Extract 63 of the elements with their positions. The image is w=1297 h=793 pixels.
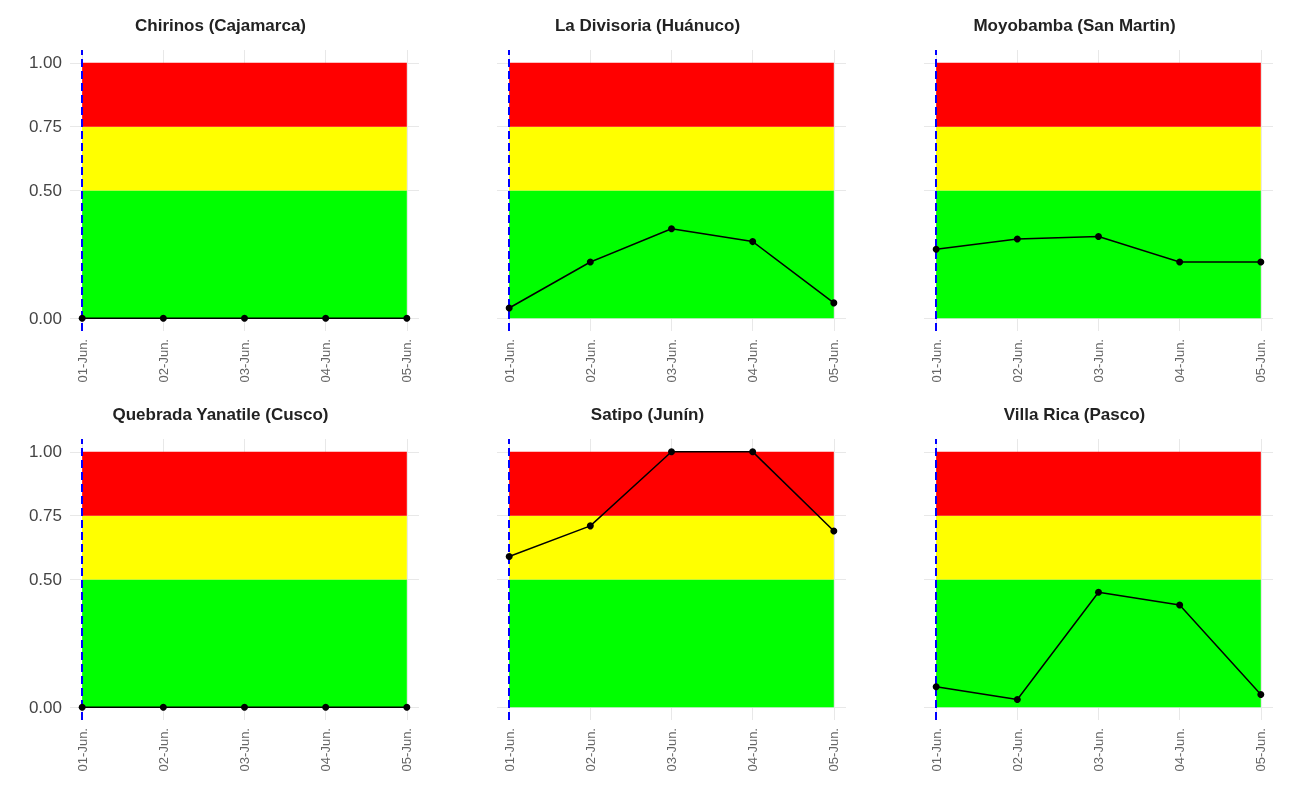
point [830,299,838,307]
x-tick-label: 04-Jun. [318,728,334,772]
point [749,238,757,246]
point [749,448,757,456]
x-tick-label: 01-Jun. [501,728,517,772]
point [1257,690,1265,698]
x-tick-label: 04-Jun. [318,339,334,383]
y-tick-label: 0.50 [28,570,62,589]
x-tick-label: 01-Jun. [501,339,517,383]
point [1095,588,1102,596]
x-tick-label: 01-Jun. [74,728,90,772]
point [932,245,940,253]
x-tick-label: 01-Jun. [74,339,90,383]
x-tick-label: 05-Jun. [826,728,842,772]
point [1257,258,1265,266]
point [1176,601,1184,609]
y-tick-label: 0.75 [28,117,62,137]
x-tick-label: 02-Jun. [582,728,598,772]
point [932,683,940,691]
x-tick-label: 02-Jun. [582,339,598,383]
y-tick-label: 0.50 [28,181,62,200]
chart-title: Satipo (Junín) [590,405,705,424]
x-tick-label: 01-Jun. [928,339,944,383]
x-tick-label: 02-Jun. [1009,728,1025,772]
x-tick-label: 01-Jun. [928,728,944,772]
chart-title: La Divisoria (Huánuco) [554,16,741,35]
point [830,527,838,535]
point [668,448,675,456]
x-tick-label: 02-Jun. [155,728,171,772]
x-tick-label: 03-Jun. [1091,728,1106,772]
x-tick-label: 05-Jun. [399,728,415,772]
chart-title: Moyobamba (San Martin) [973,16,1176,35]
x-tick-label: 05-Jun. [826,339,842,383]
chart-title: Villa Rica (Pasco) [1003,405,1146,424]
x-tick-label: 04-Jun. [1172,339,1188,383]
y-tick-label: 1.00 [28,53,62,73]
x-tick-label: 02-Jun. [1009,339,1025,383]
x-tick-label: 05-Jun. [1253,728,1269,772]
y-tick-label: 0.75 [28,506,62,526]
x-tick-label: 03-Jun. [664,728,679,772]
point [1095,232,1102,240]
x-tick-label: 05-Jun. [1253,339,1269,383]
chart-title: Quebrada Yanatile (Cusco) [112,405,329,424]
x-tick-label: 04-Jun. [1172,728,1188,772]
y-tick-label: 1.00 [28,442,62,462]
x-tick-label: 03-Jun. [664,339,679,383]
point [668,225,675,233]
x-tick-label: 02-Jun. [155,339,171,383]
x-tick-label: 04-Jun. [745,339,761,383]
point [586,258,594,266]
x-tick-label: 04-Jun. [745,728,761,772]
point [1013,696,1021,704]
chart-title: Chirinos (Cajamarca) [135,16,306,35]
x-tick-label: 03-Jun. [237,339,252,383]
point [1176,258,1184,266]
x-tick-label: 05-Jun. [399,339,415,383]
x-tick-label: 03-Jun. [1091,339,1106,383]
x-tick-label: 03-Jun. [237,728,252,772]
point [586,522,594,530]
y-tick-label: 0.00 [28,697,62,717]
y-tick-label: 0.00 [28,308,62,328]
point [1013,235,1021,243]
point [505,553,513,561]
